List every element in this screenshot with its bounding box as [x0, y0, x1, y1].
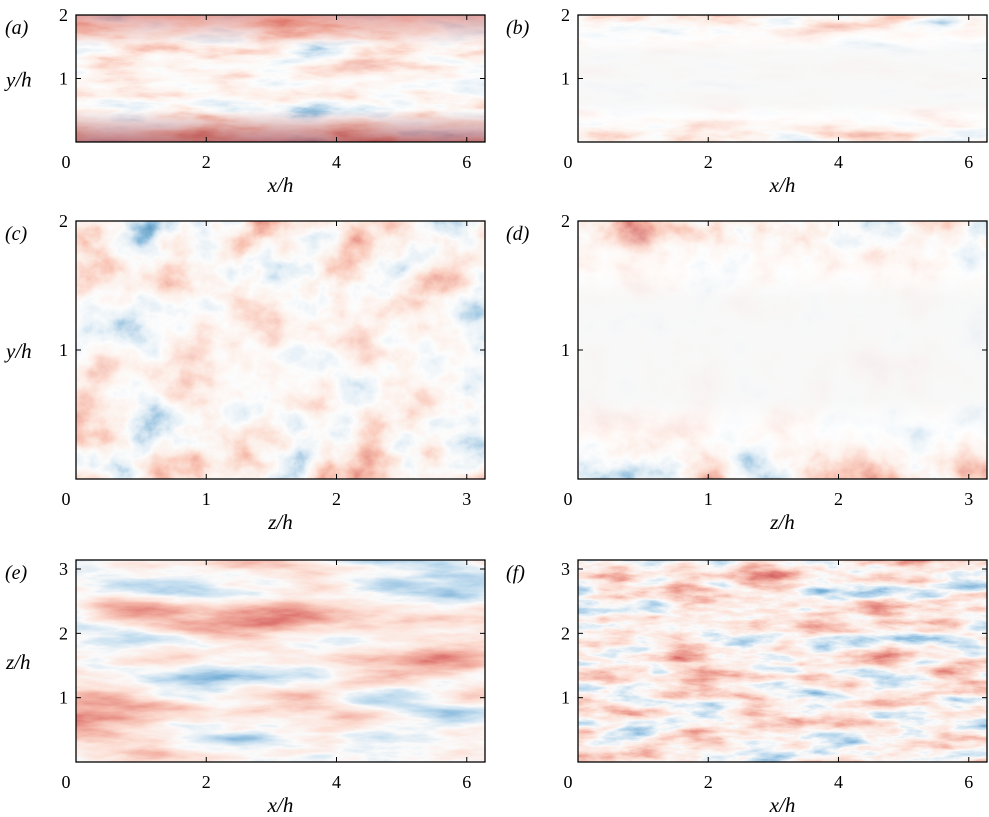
panel-a-ytick-label: 2	[59, 5, 68, 25]
panel-f-label: (f)	[506, 562, 525, 584]
panel-e-ytick-label: 2	[59, 623, 68, 643]
panel-f-xtick-label: 6	[964, 772, 973, 792]
panel-f-frame	[577, 559, 988, 763]
panel-c-field	[76, 221, 485, 479]
panel-c-ylabel: y/h	[4, 339, 32, 363]
panel-d-ytick-label: 2	[561, 211, 570, 231]
panel-c-xtick-label: 2	[332, 489, 341, 509]
panel-f-xtick-label: 0	[564, 772, 573, 792]
panel-c-ytick-label: 1	[59, 340, 68, 360]
panel-b-ytick-label: 1	[561, 69, 570, 89]
panel-a-ytick-label: 1	[59, 69, 68, 89]
panel-e: 0 2 4 6 1 2 3 (e) x/h z/h	[5, 559, 486, 817]
panel-a: 0 2 4 6 1 2 (a) x/h y/h	[4, 5, 486, 197]
panel-e-xtick-label: 2	[202, 772, 211, 792]
panel-c-ytick-label: 2	[59, 211, 68, 231]
panel-a-xtick-label: 0	[62, 152, 71, 172]
panel-a-xtick-label: 4	[332, 152, 341, 172]
panel-c-xtick-label: 1	[202, 489, 211, 509]
panel-e-label: (e)	[5, 562, 28, 584]
panel-e-xlabel: x/h	[267, 793, 294, 817]
panel-b-label: (b)	[506, 17, 530, 39]
panel-d-xtick-label: 0	[564, 489, 573, 509]
panel-b-xtick-label: 6	[964, 152, 973, 172]
panel-d-field	[578, 221, 987, 479]
panel-e-field	[76, 560, 485, 762]
panel-e-ytick-label: 1	[59, 688, 68, 708]
panel-d-xtick-label: 2	[834, 489, 843, 509]
panel-f-ytick-label: 3	[561, 559, 570, 579]
panel-c: 0 1 2 3 1 2 (c) z/h y/h	[4, 211, 486, 534]
panel-d-ytick-label: 1	[561, 340, 570, 360]
panel-e-frame	[75, 559, 486, 763]
panel-d-xtick-label: 1	[704, 489, 713, 509]
panel-d-xlabel: z/h	[769, 510, 795, 534]
panel-a-ylabel: y/h	[4, 68, 32, 92]
panel-c-label: (c)	[5, 223, 28, 245]
panel-e-xtick-label: 6	[462, 772, 471, 792]
panel-f-ytick-label: 2	[561, 623, 570, 643]
panel-e-ylabel: z/h	[5, 650, 31, 674]
panel-a-xlabel: x/h	[267, 173, 294, 197]
panel-a-xtick-label: 2	[202, 152, 211, 172]
panel-d-xtick-label: 3	[964, 489, 973, 509]
panel-a-label: (a)	[5, 17, 29, 39]
panel-e-xtick-label: 0	[62, 772, 71, 792]
panel-b-ytick-label: 2	[561, 5, 570, 25]
panel-c-xtick-label: 3	[462, 489, 471, 509]
panel-f-xtick-label: 2	[704, 772, 713, 792]
panel-b-field	[578, 15, 987, 142]
panel-e-xtick-label: 4	[332, 772, 341, 792]
panel-e-ytick-label: 3	[59, 559, 68, 579]
panel-d-label: (d)	[506, 223, 530, 245]
panel-b-xtick-label: 0	[564, 152, 573, 172]
panel-b-xtick-label: 2	[704, 152, 713, 172]
panel-b-xlabel: x/h	[769, 173, 796, 197]
panel-f-ytick-label: 1	[561, 688, 570, 708]
panel-f-xtick-label: 4	[834, 772, 843, 792]
panel-b-xtick-label: 4	[834, 152, 843, 172]
panel-d: 0 1 2 3 1 2 (d) z/h	[506, 211, 988, 534]
panel-a-xtick-label: 6	[462, 152, 471, 172]
panel-f: 0 2 4 6 1 2 3 (f) x/h	[506, 559, 988, 817]
panel-f-xlabel: x/h	[769, 793, 796, 817]
panel-c-xlabel: z/h	[267, 510, 293, 534]
panel-c-xtick-label: 0	[62, 489, 71, 509]
panel-a-field	[76, 15, 485, 142]
panel-b: 0 2 4 6 1 2 (b) x/h	[506, 5, 988, 197]
panel-f-field	[578, 560, 987, 762]
